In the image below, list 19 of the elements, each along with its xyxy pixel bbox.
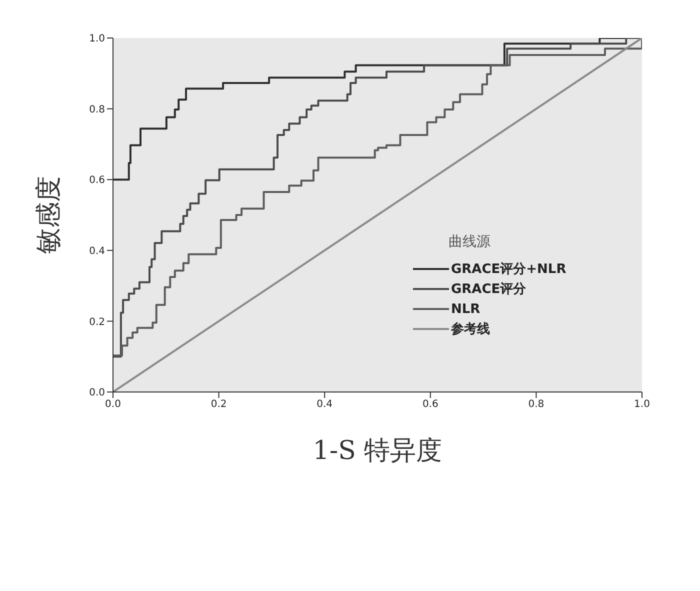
y-tick-label: 0.2	[89, 316, 105, 328]
x-axis-title: 1-S 特异度	[312, 436, 442, 466]
x-tick-label: 1.0	[634, 399, 650, 410]
y-axis-title: 敏感度	[34, 176, 64, 254]
legend-label: GRACE评分	[451, 281, 526, 298]
y-tick-label: 0.4	[89, 246, 105, 257]
y-tick-label: 0.6	[89, 175, 105, 186]
x-tick-label: 0.6	[422, 399, 438, 410]
legend-title: 曲线源	[448, 233, 492, 251]
legend-label: GRACE评分+NLR	[451, 261, 566, 278]
y-tick-label: 1.0	[89, 34, 105, 45]
x-tick-label: 0.2	[210, 399, 227, 410]
x-tick-label: 0.0	[105, 399, 121, 410]
x-tick-label: 0.4	[316, 399, 333, 410]
legend-label: NLR	[451, 302, 480, 316]
legend-label: 参考线	[451, 321, 490, 338]
y-tick-label: 0.8	[89, 104, 105, 116]
y-tick-label: 0.0	[89, 388, 105, 399]
x-tick-label: 0.8	[528, 399, 544, 410]
